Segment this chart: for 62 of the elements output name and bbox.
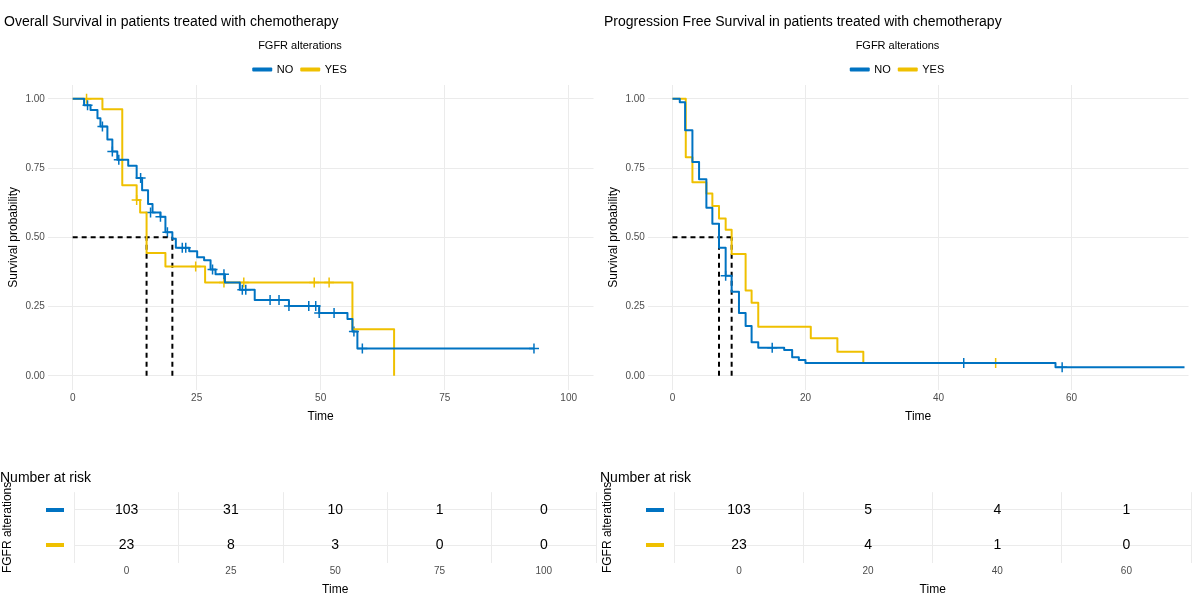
y-tick-label: 0.25 [25,300,46,312]
x-axis-title: Time [307,409,335,424]
y-axis-title: Survival probability [605,186,620,288]
x-tick-label: 60 [1065,392,1078,404]
x-tick-label: 75 [433,565,446,577]
y-tick-label: 0.00 [25,369,46,381]
y-tick-label: 1.00 [25,92,46,104]
data-label: 5 [864,500,873,517]
x-tick-label: 100 [560,392,578,404]
x-tick-label: 40 [991,565,1004,577]
x-tick-label: 0 [123,565,130,577]
data-label: 103 [114,500,139,517]
data-label: 1 [1122,500,1131,517]
legend-label: YES [922,62,945,75]
legend-title: FGFR alterations [855,39,940,52]
x-tick-label: 25 [191,392,203,404]
data-label: 23 [731,535,747,552]
data-label: 103 [727,500,751,517]
y-axis-title: FGFR alterations [599,481,614,574]
data-label: 1 [435,500,444,517]
chart-title: Overall Survival in patients treated with chemotherapy [4,13,339,30]
y-tick-label: 0.00 [625,369,646,381]
x-tick-label: 0 [736,565,743,577]
data-label: 23 [118,535,135,552]
x-tick-label: 60 [1120,565,1133,577]
y-axis-title: Survival probability [5,186,20,288]
x-axis-title: Time [919,582,947,597]
x-tick-label: 20 [799,392,812,404]
legend-label: NO [276,62,294,75]
x-tick-label: 50 [329,565,342,577]
legend-label: NO [874,62,892,75]
data-label: 3 [331,535,340,552]
legend-title: FGFR alterations [258,39,343,52]
y-tick-label: 0.75 [625,161,646,173]
data-label: 1 [993,535,1002,552]
x-tick-label: 25 [225,565,237,577]
y-tick-label: 0.50 [25,231,46,243]
y-tick-label: 0.25 [625,300,646,312]
data-label: 0 [1122,535,1131,552]
y-tick-label: 0.75 [25,161,46,173]
data-label: 8 [226,535,235,552]
x-tick-label: 100 [535,565,553,577]
x-tick-label: 40 [932,392,945,404]
chart-title: Progression Free Survival in patients treated with chemotherapy [604,13,1002,30]
data-label: 0 [435,535,444,552]
data-label: 0 [539,535,548,552]
legend-label: YES [324,62,347,75]
x-tick-label: 50 [315,392,327,404]
x-tick-label: 0 [69,392,76,404]
data-label: 0 [539,500,548,517]
data-label: 4 [993,500,1002,517]
x-tick-label: 20 [862,565,875,577]
data-label: 4 [864,535,873,552]
y-tick-label: 1.00 [625,92,646,104]
x-tick-label: 75 [439,392,451,404]
x-axis-title: Time [905,409,932,424]
data-label: 10 [327,500,344,517]
x-axis-title: Time [322,582,349,597]
data-label: 31 [223,500,239,517]
x-tick-label: 0 [669,392,676,404]
y-axis-title: FGFR alterations [0,481,14,574]
y-tick-label: 0.50 [625,231,646,243]
